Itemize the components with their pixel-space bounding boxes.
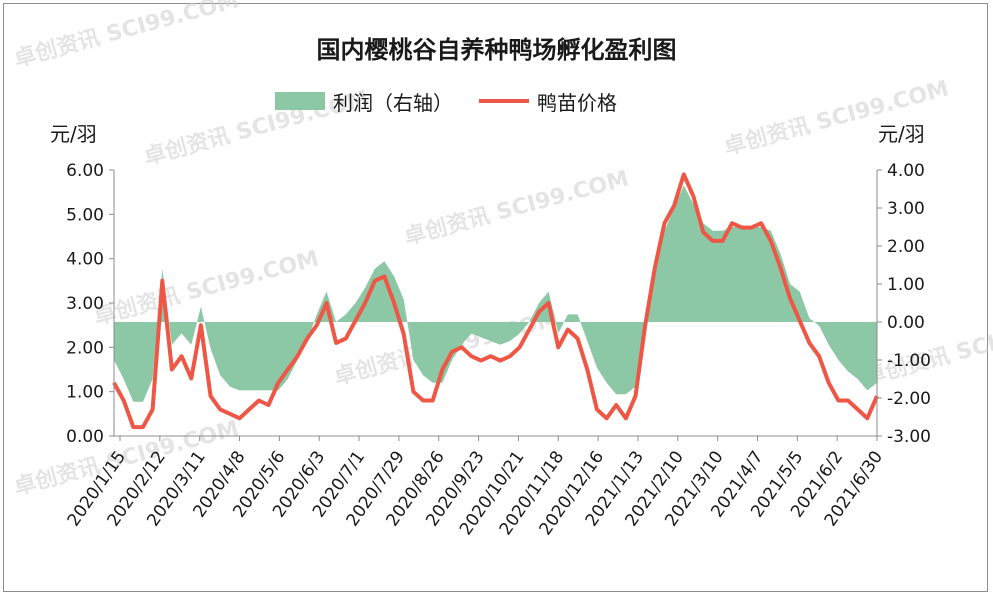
right-tick-label: 0.00 xyxy=(887,313,925,333)
right-tick-label: -2.00 xyxy=(887,389,931,409)
right-tick-label: 3.00 xyxy=(887,199,925,219)
legend-item-price: 鸭苗价格 xyxy=(479,87,617,116)
right-axis-unit: 元/羽 xyxy=(878,122,925,146)
left-tick-label: 1.00 xyxy=(66,383,104,403)
legend-swatch-area xyxy=(275,92,325,110)
price-line xyxy=(112,172,879,430)
right-tick-label: -3.00 xyxy=(887,427,931,447)
legend-item-profit: 利润（右轴） xyxy=(275,87,453,116)
left-tick-label: 6.00 xyxy=(66,161,104,181)
left-axis-unit: 元/羽 xyxy=(50,122,97,146)
left-tick-label: 3.00 xyxy=(66,294,104,314)
legend: 利润（右轴） 鸭苗价格 xyxy=(275,86,643,116)
chart-title: 国内樱桃谷自养种鸭场孵化盈利图 xyxy=(316,36,677,64)
profit-area xyxy=(114,185,877,402)
legend-swatch-line xyxy=(479,99,529,103)
right-tick-label: 2.00 xyxy=(887,237,925,257)
left-tick-label: 4.00 xyxy=(66,250,104,270)
right-tick-label: -1.00 xyxy=(887,351,931,371)
legend-label-price: 鸭苗价格 xyxy=(537,90,617,115)
left-tick-label: 5.00 xyxy=(66,205,104,225)
right-tick-label: 1.00 xyxy=(887,275,925,295)
legend-label-profit: 利润（右轴） xyxy=(333,90,453,115)
right-tick-label: 4.00 xyxy=(887,161,925,181)
left-tick-label: 2.00 xyxy=(66,338,104,358)
left-tick-label: 0.00 xyxy=(66,427,104,447)
